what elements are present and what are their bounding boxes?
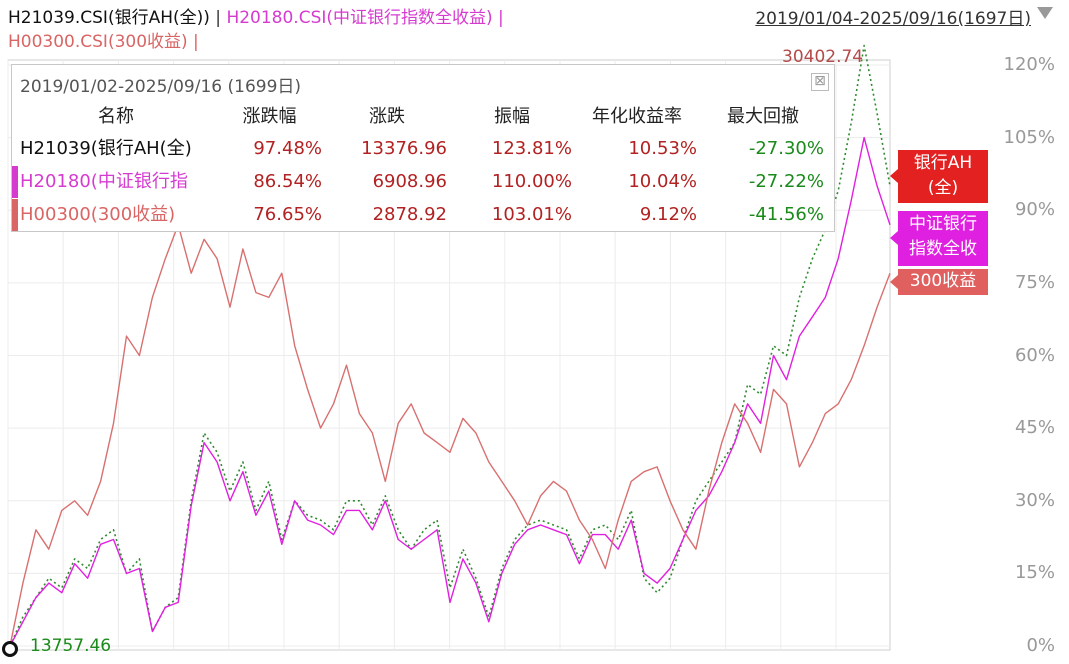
stats-row[interactable]: H00300(300收益) 76.65% 2878.92 103.01% 9.12% -4… [12, 199, 834, 231]
series-end-tag: 300收益 [898, 269, 988, 295]
series-line-3 [9, 224, 891, 647]
stats-cell-pct: 76.65% [253, 204, 322, 225]
series-end-tag-line: (全) [927, 178, 959, 198]
stats-cell-mdd: -27.22% [748, 171, 824, 192]
stats-cell-amp: 123.81% [491, 138, 572, 159]
stats-cell-pct: 86.54% [253, 171, 322, 192]
column-header[interactable]: 名称 [98, 106, 134, 127]
column-header[interactable]: 最大回撤 [727, 106, 799, 127]
y-tick-label: 120% [1003, 54, 1055, 75]
column-header[interactable]: 涨跌幅 [242, 106, 297, 127]
stats-cell-mdd: -41.56% [748, 204, 824, 225]
column-header[interactable]: 振幅 [494, 106, 530, 127]
stats-cell-ann: 10.53% [628, 138, 697, 159]
legend-1-segment: H20180.CSI(中证银行指数全收益) [226, 8, 493, 28]
stats-cell-mdd: -27.30% [748, 138, 824, 159]
stats-cell-amp: 110.00% [491, 171, 572, 192]
legend-1-segment: | [492, 8, 504, 28]
close-icon[interactable]: ⊠ [811, 73, 829, 91]
stats-table: 2019/01/02-2025/09/16 (1699日) ⊠ 名称 涨跌幅 涨跌 振… [11, 64, 835, 232]
y-tick-label: 0% [1026, 635, 1055, 656]
y-tick-label: 90% [1014, 199, 1055, 221]
dropdown-arrow-icon[interactable] [1037, 7, 1053, 19]
legend-1-segment: | [209, 8, 227, 28]
legend-2-segment: | [187, 32, 199, 52]
stats-cell-ann: 9.12% [639, 204, 697, 225]
series-end-tag: 中证银行 指数全收 [898, 211, 988, 266]
stats-cell-chg: 2878.92 [372, 204, 447, 225]
min-marker-icon [2, 641, 18, 657]
series-end-tag-line: 银行AH [913, 153, 973, 173]
stats-cell-chg: 6908.96 [372, 171, 447, 192]
date-range-selector[interactable]: 2019/01/04-2025/09/16(1697日) [755, 9, 1031, 29]
stats-cell-name: H00300(300收益) [20, 204, 176, 225]
stats-cell-name: H21039(银行AH(全) [20, 138, 192, 159]
series-end-tag-line: 300收益 [909, 271, 977, 291]
y-tick-label: 45% [1014, 417, 1055, 439]
min-value-label: 13757.46 [30, 636, 112, 656]
legend-1-segment: H21039.CSI(银行AH(全)) [8, 8, 210, 28]
series-color-marker [12, 199, 18, 231]
stats-table-header: 2019/01/02-2025/09/16 (1699日) ⊠ [12, 65, 834, 101]
stats-cell-ann: 10.04% [628, 171, 697, 192]
series-color-marker [12, 133, 18, 165]
series-end-tag-line: 指数全收 [909, 239, 977, 259]
stats-header-row: 名称 涨跌幅 涨跌 振幅 年化收益率 最大回撤 [12, 101, 834, 133]
series-end-tag-pointer [890, 169, 898, 183]
stats-row[interactable]: H21039(银行AH(全) 97.48% 13376.96 123.81% 10.53… [12, 133, 834, 165]
column-header[interactable]: 年化收益率 [592, 106, 682, 127]
series-end-tag: 银行AH (全) [898, 150, 988, 203]
legend-line-1: H21039.CSI(银行AH(全)) | H20180.CSI(中证银行指数全… [8, 3, 504, 28]
series-end-tag-pointer [890, 275, 898, 289]
series-end-tag-pointer [890, 231, 898, 245]
legend-line-2: H00300.CSI(300收益) | [8, 27, 199, 52]
y-tick-label: 60% [1014, 344, 1055, 366]
legend-2-segment: H00300.CSI(300收益) [8, 32, 188, 52]
y-tick-label: 30% [1014, 489, 1055, 511]
stats-cell-chg: 13376.96 [361, 138, 447, 159]
stats-row[interactable]: H20180(中证银行指 86.54% 6908.96 110.00% 10.04% -2… [12, 166, 834, 198]
stats-date-range: 2019/01/02-2025/09/16 (1699日) [20, 77, 302, 97]
stats-cell-pct: 97.48% [253, 138, 322, 159]
column-header[interactable]: 涨跌 [369, 106, 405, 127]
y-tick-label: 105% [1003, 126, 1055, 148]
series-end-tag-line: 中证银行 [909, 214, 977, 234]
stats-cell-name: H20180(中证银行指 [20, 171, 188, 192]
y-tick-label: 15% [1014, 562, 1055, 584]
max-value-label: 30402.74 [782, 47, 864, 67]
stats-cell-amp: 103.01% [491, 204, 572, 225]
y-tick-label: 75% [1014, 271, 1055, 293]
series-color-marker [12, 166, 18, 198]
